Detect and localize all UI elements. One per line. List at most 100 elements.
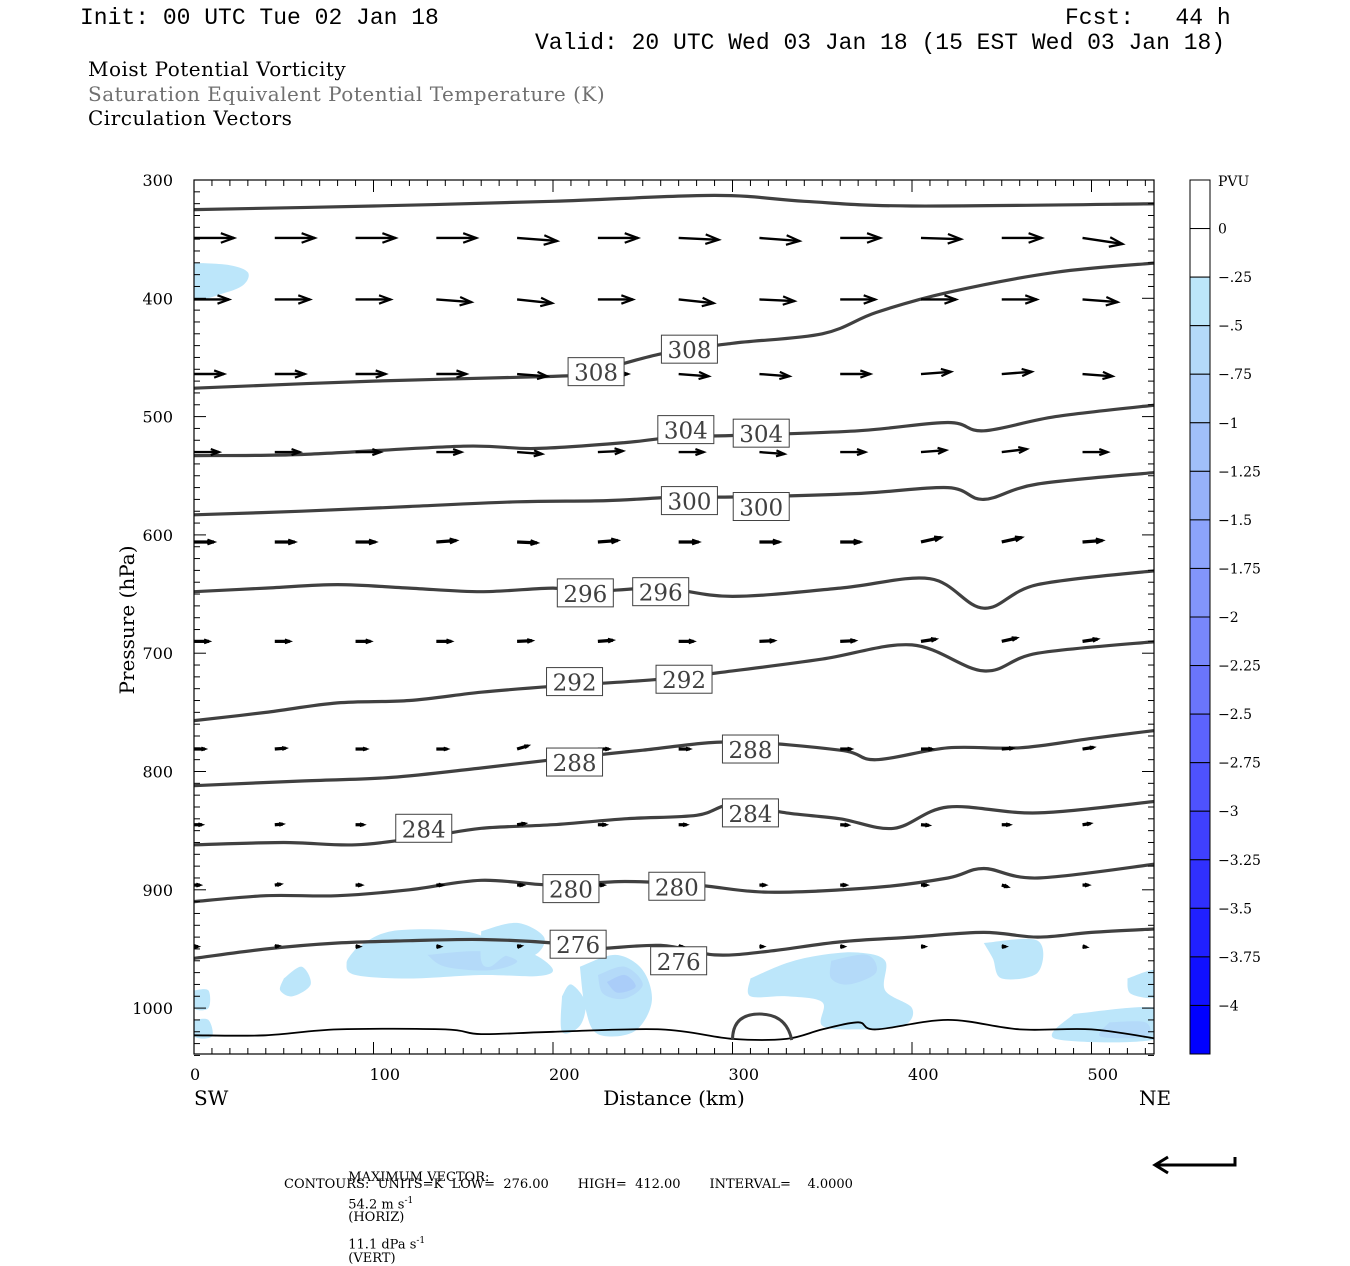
vector-arrow [1083, 945, 1087, 948]
horiz-exponent: -1 [404, 1196, 413, 1206]
y-tick-label: 300 [142, 171, 173, 190]
colorbar-label: −1.5 [1218, 513, 1252, 529]
colorbar-swatch [1190, 471, 1210, 520]
vector-arrow [517, 540, 537, 545]
vector-head [527, 639, 532, 643]
vector-head [275, 945, 279, 948]
mpv-shading [192, 263, 1170, 1043]
vector-arrow [1083, 539, 1103, 544]
y-tick-label: 1000 [132, 999, 173, 1018]
vector-arrow [1002, 537, 1022, 542]
vector-head [931, 638, 936, 642]
y-tick-label: 600 [142, 526, 173, 545]
vector-head [1009, 747, 1013, 750]
horiz-tag: (HORIZ) [348, 1210, 404, 1225]
vector-arrow [759, 945, 763, 948]
contour-label: 296 [557, 579, 613, 608]
vector-arrow [759, 884, 765, 887]
vector-arrow [194, 540, 214, 545]
mpv-region [1127, 970, 1161, 998]
vector-head [194, 945, 198, 948]
vector-arrow [194, 884, 200, 887]
vector-head [847, 748, 851, 751]
vector-arrow [436, 297, 471, 305]
vector-arrow [275, 823, 283, 826]
vector-arrow [598, 448, 623, 454]
contour-label: 308 [568, 358, 624, 387]
vector-head [611, 539, 618, 544]
colorbar-swatch [1190, 811, 1210, 860]
vector-head [519, 884, 523, 887]
contour-label-text: 284 [402, 817, 446, 843]
colorbar-label: −4 [1218, 998, 1239, 1014]
vector-arrow [356, 748, 367, 751]
vector-head [198, 823, 202, 826]
vector-arrow [840, 824, 848, 827]
vector-arrow [1083, 297, 1118, 305]
contour-label-text: 292 [662, 668, 706, 694]
vector-arrow [679, 823, 687, 826]
vector-arrow [1083, 449, 1108, 455]
vector-arrow [436, 884, 442, 887]
vector-arrow [356, 295, 391, 303]
vector-arrow [517, 745, 528, 749]
vector-arrow [840, 233, 880, 243]
surface-pressure-line [194, 1020, 1158, 1040]
vector-head [602, 823, 606, 826]
vector-head [840, 945, 844, 948]
colorbar-label: −2.25 [1218, 659, 1261, 675]
colorbar-swatch [1190, 326, 1210, 375]
colorbar-swatch [1190, 277, 1210, 326]
vector-arrow [598, 539, 618, 544]
contour-label-text: 276 [657, 950, 701, 976]
vector-arrow [194, 370, 224, 377]
contour-label: 280 [543, 875, 599, 904]
vector-arrow [840, 945, 844, 948]
contour-label: 304 [658, 416, 714, 445]
vector-arrow [679, 449, 704, 455]
mpv-region [280, 967, 311, 997]
contour-label: 276 [651, 947, 707, 976]
vector-head [363, 748, 367, 751]
vector-arrow [1002, 747, 1013, 750]
vector-head [600, 884, 604, 887]
vector-head [196, 884, 200, 887]
contour-label: 292 [656, 665, 712, 694]
vector-arrow [679, 748, 690, 751]
colorbar-swatch [1190, 908, 1210, 957]
colorbar-swatch [1190, 568, 1210, 617]
y-tick-label: 800 [142, 763, 173, 782]
vert-tag: (VERT) [348, 1251, 395, 1266]
theta-contour-308 [194, 195, 1158, 209]
vector-head [692, 540, 699, 545]
theta-contour-288 [194, 730, 1158, 786]
vector-head [1006, 823, 1010, 826]
vector-shaft [921, 238, 961, 239]
vector-arrow [1002, 945, 1006, 948]
vector-head [760, 945, 764, 948]
vector-arrow [517, 639, 532, 643]
vector-arrow [436, 233, 476, 243]
vector-arrow [194, 233, 234, 243]
vector-arrow [759, 372, 789, 379]
vector-head [282, 747, 286, 750]
contour-label: 308 [661, 335, 717, 364]
vector-arrow [759, 296, 794, 304]
mpv-region [192, 263, 249, 300]
vector-arrow [275, 945, 279, 948]
contour-label: 300 [733, 493, 789, 522]
colorbar-swatch [1190, 860, 1210, 909]
vector-arrow [275, 370, 305, 377]
contour-label: 284 [396, 814, 452, 843]
vector-arrow [356, 370, 386, 377]
colorbar-label: −.5 [1218, 319, 1243, 335]
colorbar-swatch [1190, 180, 1210, 229]
colorbar-swatch [1190, 423, 1210, 472]
contour-label-text: 300 [667, 490, 711, 516]
vector-arrow [517, 235, 557, 245]
vector-arrow [840, 370, 870, 377]
vector-arrow [356, 540, 376, 545]
vector-arrow [517, 450, 542, 456]
vector-arrow [436, 370, 466, 377]
plot-frame [194, 180, 1154, 1054]
